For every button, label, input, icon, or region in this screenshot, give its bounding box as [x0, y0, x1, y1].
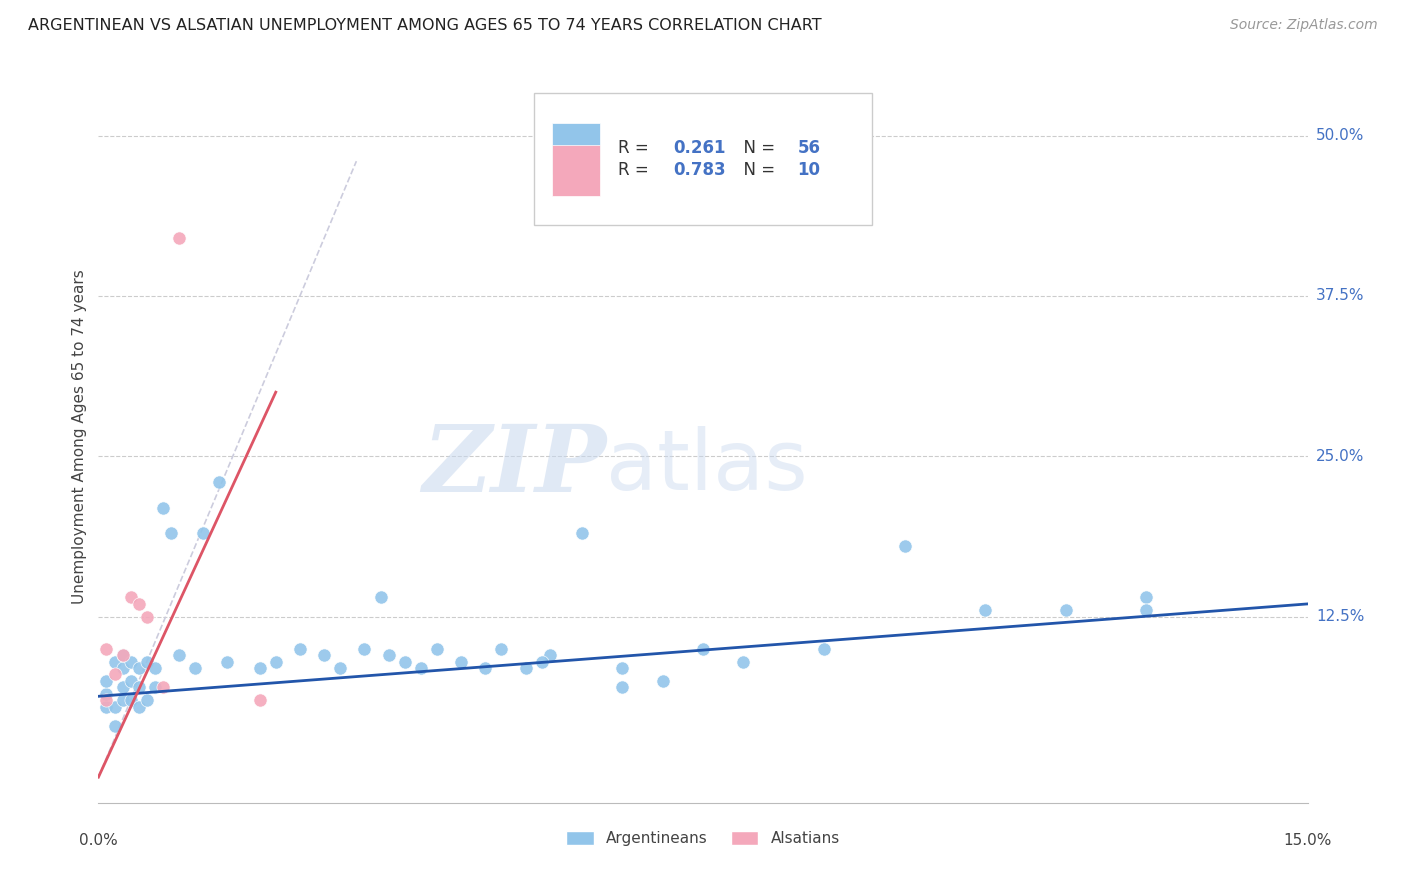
Text: 50.0%: 50.0%: [1316, 128, 1364, 143]
Text: 0.783: 0.783: [672, 161, 725, 179]
Point: [111, 693, 134, 707]
Point: [135, 609, 157, 624]
Point: [120, 693, 142, 707]
Legend: Argentineans, Alsatians: Argentineans, Alsatians: [567, 831, 839, 847]
Point: [409, 661, 432, 675]
Point: [974, 603, 997, 617]
Text: 15.0%: 15.0%: [1284, 833, 1331, 848]
Point: [167, 231, 190, 245]
Point: [103, 667, 125, 681]
Point: [120, 673, 142, 688]
Point: [184, 661, 207, 675]
Point: [571, 526, 593, 541]
Text: 25.0%: 25.0%: [1316, 449, 1364, 464]
Text: 0.0%: 0.0%: [79, 833, 118, 848]
Point: [474, 661, 496, 675]
Point: [193, 526, 215, 541]
Point: [96, 641, 118, 656]
Point: [329, 661, 352, 675]
Point: [612, 661, 634, 675]
FancyBboxPatch shape: [534, 94, 872, 225]
Point: [128, 597, 150, 611]
Point: [120, 591, 142, 605]
Point: [450, 655, 472, 669]
Point: [111, 648, 134, 663]
Point: [515, 661, 537, 675]
Text: 12.5%: 12.5%: [1316, 609, 1364, 624]
Point: [128, 699, 150, 714]
Point: [314, 648, 336, 663]
Point: [111, 681, 134, 695]
Point: [128, 661, 150, 675]
Point: [143, 661, 166, 675]
Point: [538, 648, 561, 663]
Point: [128, 681, 150, 695]
Point: [96, 687, 118, 701]
Point: [135, 693, 157, 707]
Text: 37.5%: 37.5%: [1316, 288, 1364, 303]
Point: [96, 699, 118, 714]
Y-axis label: Unemployment Among Ages 65 to 74 years: Unemployment Among Ages 65 to 74 years: [72, 269, 87, 605]
Point: [103, 655, 125, 669]
Point: [160, 526, 183, 541]
Text: R =: R =: [619, 139, 654, 157]
Text: Source: ZipAtlas.com: Source: ZipAtlas.com: [1230, 18, 1378, 32]
Text: atlas: atlas: [606, 425, 808, 507]
Point: [813, 641, 835, 656]
Text: ARGENTINEAN VS ALSATIAN UNEMPLOYMENT AMONG AGES 65 TO 74 YEARS CORRELATION CHART: ARGENTINEAN VS ALSATIAN UNEMPLOYMENT AMO…: [28, 18, 821, 33]
Point: [208, 475, 231, 489]
Point: [288, 641, 311, 656]
Point: [167, 648, 190, 663]
Text: 10: 10: [797, 161, 820, 179]
Point: [1135, 591, 1157, 605]
Point: [96, 673, 118, 688]
Point: [353, 641, 375, 656]
Point: [370, 591, 392, 605]
Point: [135, 655, 157, 669]
Point: [692, 641, 714, 656]
Point: [152, 681, 174, 695]
Point: [120, 655, 142, 669]
Point: [264, 655, 287, 669]
Bar: [551, 122, 600, 174]
Text: ZIP: ZIP: [422, 421, 606, 511]
Point: [530, 655, 553, 669]
Point: [103, 719, 125, 733]
Point: [103, 699, 125, 714]
Point: [1135, 603, 1157, 617]
Point: [152, 500, 174, 515]
Point: [394, 655, 416, 669]
Bar: [551, 145, 600, 195]
Text: 0.261: 0.261: [672, 139, 725, 157]
Point: [377, 648, 399, 663]
Point: [651, 673, 673, 688]
Point: [612, 681, 634, 695]
Point: [1054, 603, 1077, 617]
Text: R =: R =: [619, 161, 654, 179]
Point: [111, 648, 134, 663]
Text: 56: 56: [797, 139, 820, 157]
Text: N =: N =: [734, 139, 780, 157]
Point: [249, 693, 271, 707]
Point: [733, 655, 755, 669]
Point: [111, 661, 134, 675]
Point: [96, 693, 118, 707]
Point: [426, 641, 449, 656]
Point: [217, 655, 239, 669]
Point: [893, 539, 915, 553]
Text: N =: N =: [734, 161, 780, 179]
Point: [143, 681, 166, 695]
Point: [491, 641, 513, 656]
Point: [249, 661, 271, 675]
